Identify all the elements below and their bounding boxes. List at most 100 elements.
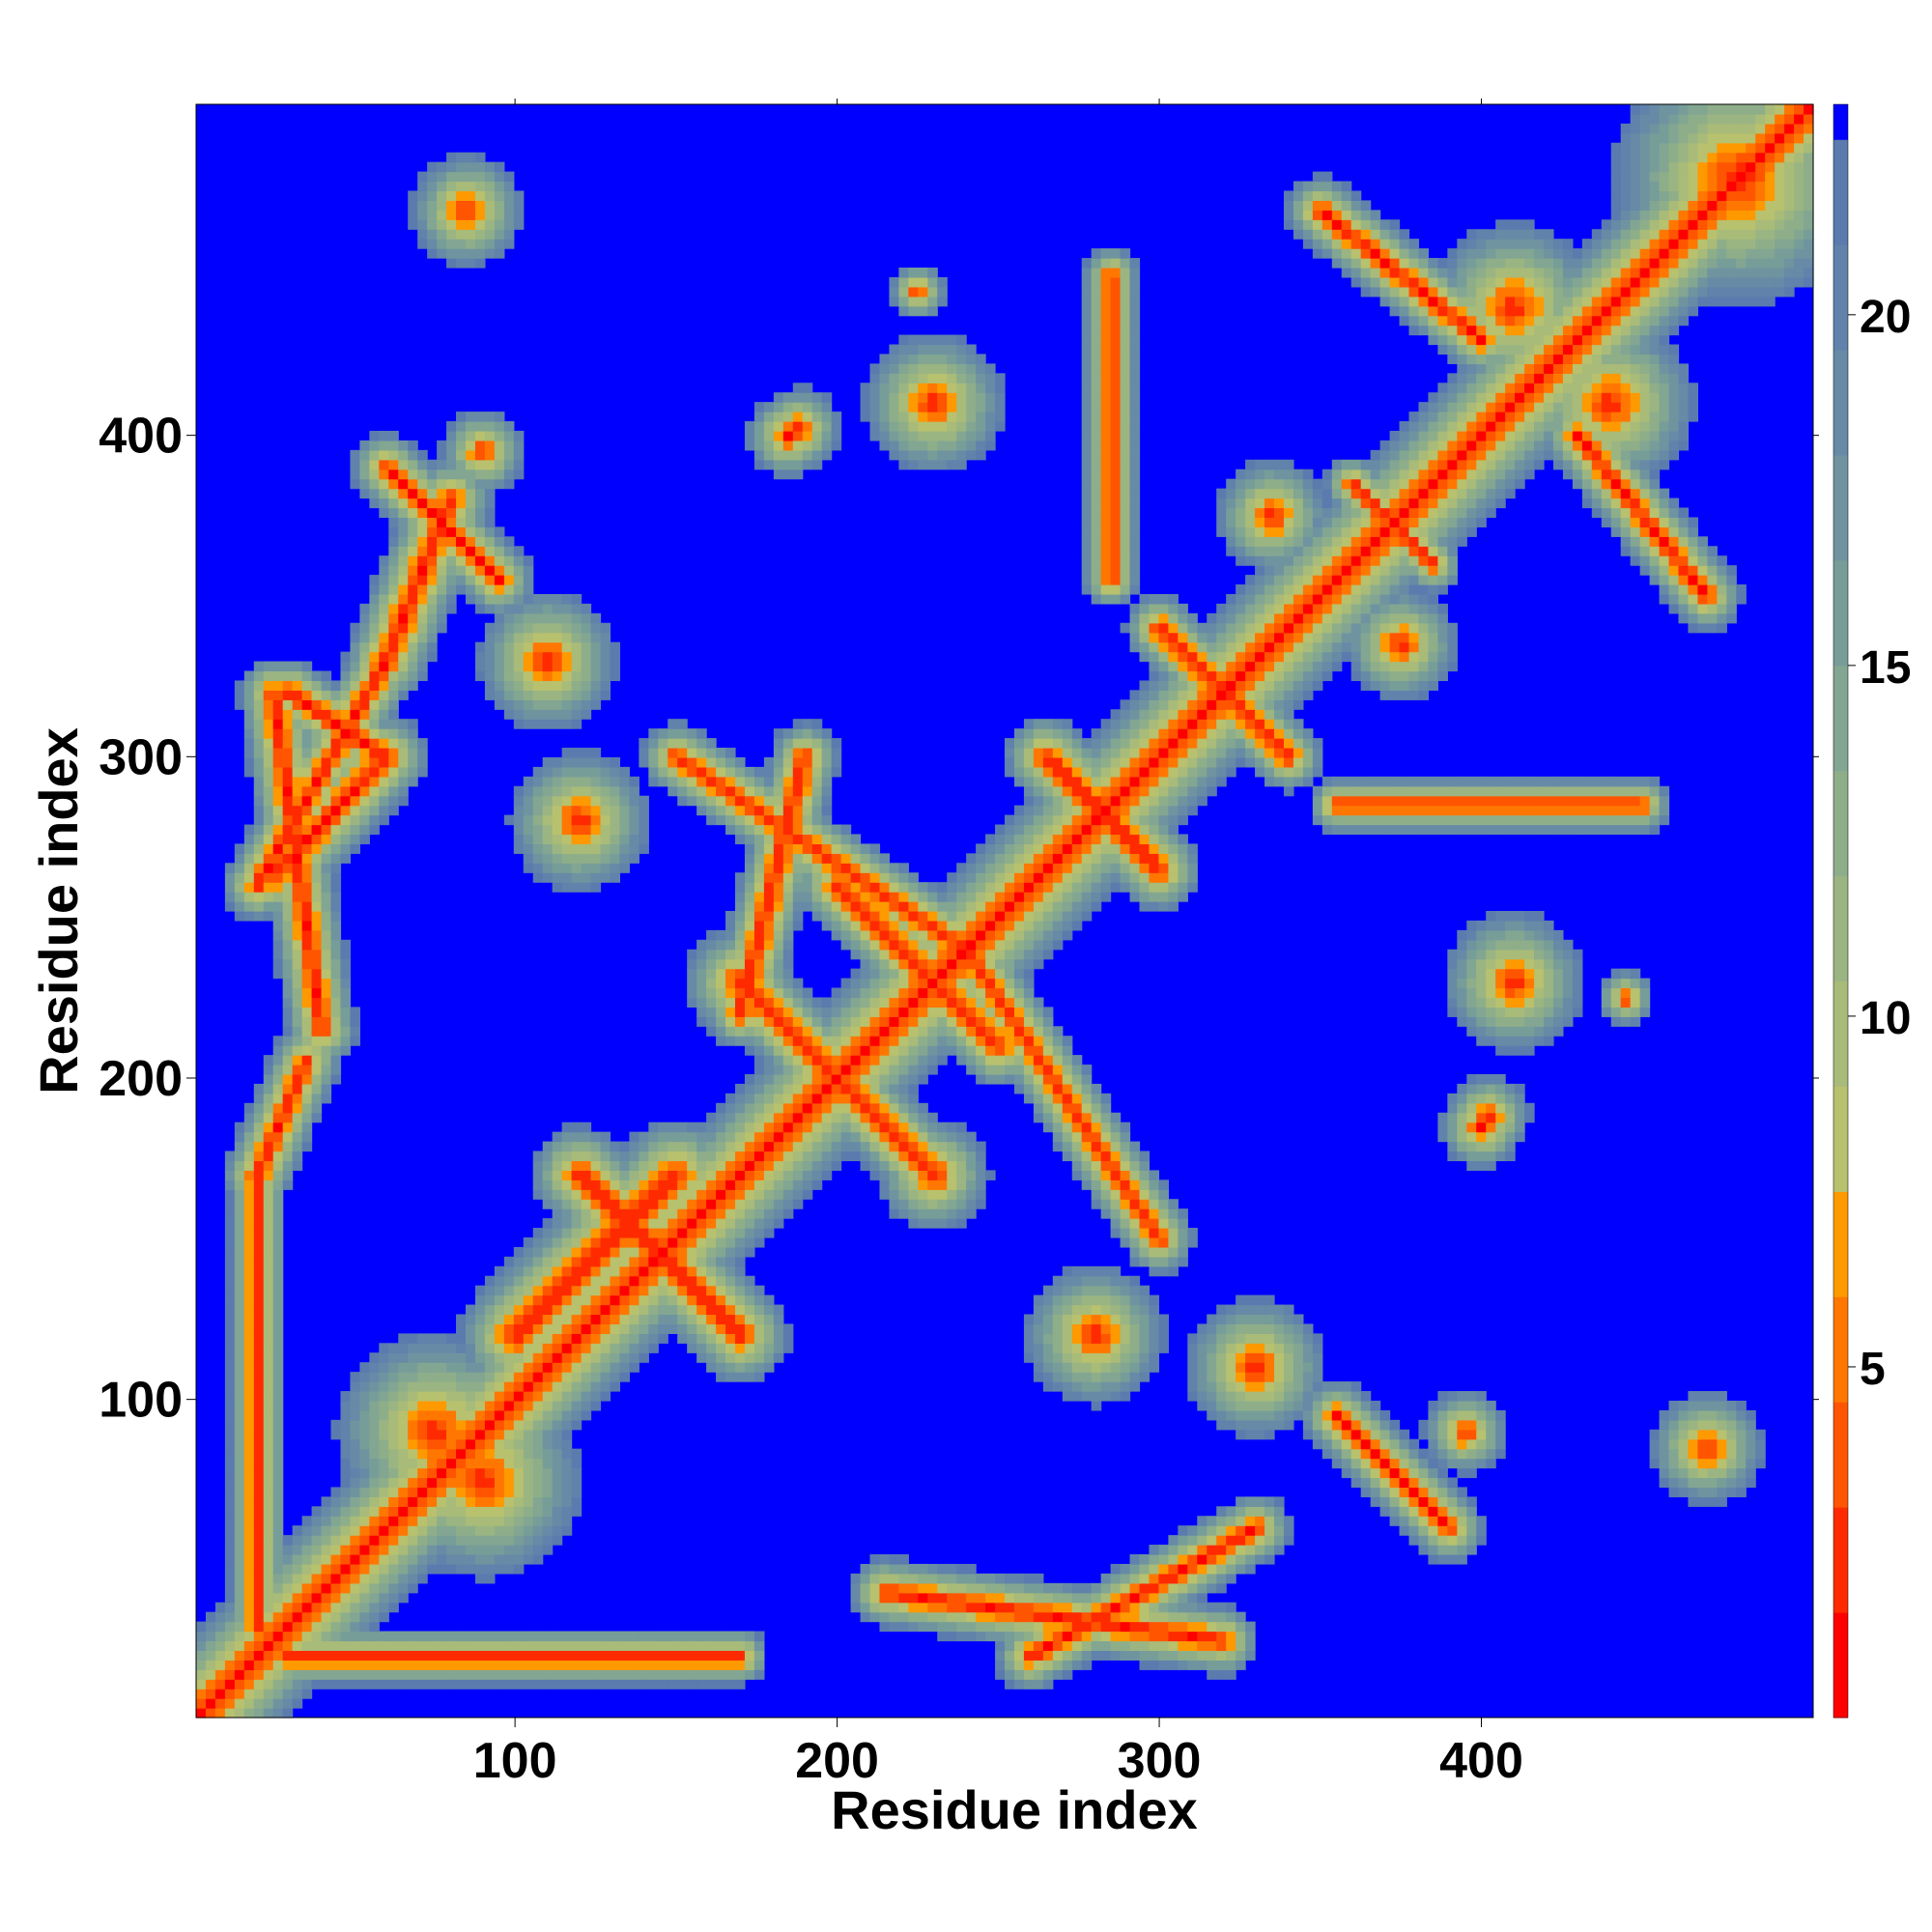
heatmap-cell (918, 958, 928, 970)
heatmap-cell (243, 1372, 255, 1382)
heatmap-cell (292, 1535, 303, 1546)
heatmap-cell (744, 1170, 755, 1180)
heatmap-cell (802, 1102, 813, 1114)
heatmap-cell (696, 1151, 707, 1162)
heatmap-cell (1274, 1314, 1285, 1325)
heatmap-cell (610, 1208, 621, 1219)
heatmap-cell (272, 1228, 284, 1238)
heatmap-cell (561, 1151, 573, 1162)
heatmap-cell (1726, 1458, 1737, 1469)
heatmap-cell (282, 1689, 294, 1699)
heatmap-cell (619, 1631, 630, 1642)
heatmap-cell (359, 1458, 370, 1469)
heatmap-cell (1466, 929, 1477, 941)
heatmap-cell (263, 1467, 274, 1479)
heatmap-cell (301, 929, 313, 941)
heatmap-cell (446, 1487, 457, 1497)
heatmap-cell (869, 1112, 881, 1123)
heatmap-cell (908, 882, 919, 893)
heatmap-cell (869, 1036, 881, 1046)
heatmap-cell (658, 1333, 668, 1344)
heatmap-cell (359, 1381, 370, 1392)
heatmap-cell (600, 1660, 611, 1670)
heatmap-cell (272, 1362, 284, 1373)
heatmap-cell (1274, 1545, 1285, 1555)
heatmap-cell (735, 901, 746, 912)
heatmap-cell (446, 1372, 457, 1382)
heatmap-cell (552, 1679, 563, 1690)
heatmap-cell (1341, 1419, 1352, 1431)
heatmap-cell (782, 968, 794, 980)
heatmap-cell (1005, 1650, 1015, 1661)
heatmap-cell (658, 1218, 668, 1229)
heatmap-cell (1283, 1352, 1294, 1363)
heatmap-cell (1005, 968, 1015, 980)
heatmap-cell (966, 1179, 977, 1190)
heatmap-cell (937, 1218, 948, 1229)
heatmap-cell (763, 1073, 775, 1085)
heatmap-cell (687, 1275, 697, 1287)
heatmap-cell (1100, 1611, 1112, 1623)
heatmap-cell (1524, 978, 1535, 989)
heatmap-cell (321, 949, 332, 960)
heatmap-cell (658, 1236, 668, 1248)
heatmap-cell (600, 1352, 611, 1363)
heatmap-cell (1264, 1400, 1275, 1411)
heatmap-cell (927, 1045, 938, 1056)
heatmap-cell (658, 1151, 668, 1162)
heatmap-cell (311, 1506, 323, 1517)
heatmap-cell (330, 1669, 342, 1680)
heatmap-cell (340, 997, 352, 1008)
heatmap-cell (330, 997, 342, 1008)
heatmap-cell (408, 1487, 418, 1497)
heatmap-cell (571, 1275, 582, 1287)
heatmap-cell (753, 987, 765, 999)
heatmap-cell (1062, 920, 1073, 931)
heatmap-cell (282, 1122, 294, 1133)
heatmap-cell (753, 872, 765, 883)
heatmap-cell (1013, 1582, 1025, 1594)
heatmap-cell (282, 1698, 294, 1709)
heatmap-cell (253, 1199, 265, 1209)
heatmap-cell (1370, 1477, 1381, 1489)
heatmap-cell (408, 1352, 418, 1363)
heatmap-cell (581, 1246, 592, 1258)
heatmap-cell (677, 1631, 688, 1642)
heatmap-cell (1245, 1409, 1256, 1421)
heatmap-cell (427, 1487, 438, 1497)
heatmap-cell (1226, 1554, 1236, 1565)
heatmap-cell (437, 1640, 447, 1652)
heatmap-cell (600, 1631, 611, 1642)
heatmap-cell (937, 1007, 948, 1017)
heatmap-cell (1630, 1016, 1641, 1027)
heatmap-cell (610, 1381, 621, 1392)
heatmap-cell (542, 1467, 554, 1479)
heatmap-cell (918, 1611, 928, 1623)
heatmap-cell (1120, 1563, 1131, 1575)
heatmap-cell (1168, 1611, 1179, 1623)
heatmap-cell (350, 1477, 360, 1489)
heatmap-cell (687, 949, 697, 960)
heatmap-cell (706, 1199, 717, 1209)
heatmap-cell (1100, 1304, 1112, 1316)
heatmap-cell (474, 1487, 486, 1497)
heatmap-cell (1370, 1409, 1381, 1421)
heatmap-cell (456, 1323, 467, 1334)
heatmap-cell (1399, 1525, 1410, 1536)
heatmap-cell (388, 1573, 399, 1584)
heatmap-cell (1466, 978, 1477, 989)
heatmap-cell (753, 1236, 765, 1248)
heatmap-cell (1052, 1362, 1064, 1373)
heatmap-cell (437, 1506, 447, 1517)
heatmap-cell (243, 1448, 255, 1460)
heatmap-cell (763, 1007, 775, 1017)
heatmap-cell (590, 1218, 602, 1229)
heatmap-cell (1746, 1467, 1756, 1479)
heatmap-cell (600, 1189, 611, 1200)
heatmap-cell (359, 1438, 370, 1450)
heatmap-cell (340, 1506, 352, 1517)
heatmap-cell (301, 901, 313, 912)
heatmap-cell (1668, 1400, 1680, 1411)
heatmap-cell (744, 1362, 755, 1373)
heatmap-cell (437, 1679, 447, 1690)
